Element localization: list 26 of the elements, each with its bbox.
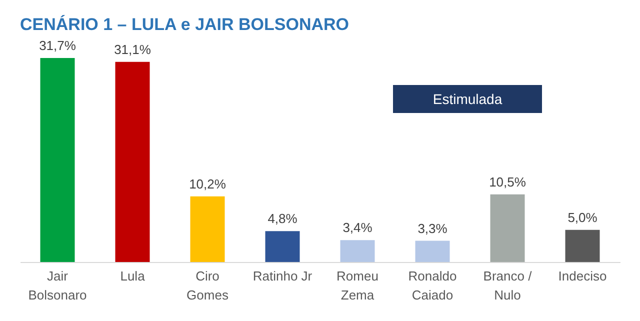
x-tick-label: Branco / Nulo	[483, 268, 532, 302]
bar	[565, 230, 600, 262]
data-label: 4,8%	[268, 211, 298, 226]
bar	[40, 58, 75, 262]
data-label: 3,3%	[418, 220, 448, 236]
chart-title: CENÁRIO 1 – LULA e JAIR BOLSONARO	[20, 14, 350, 34]
x-tick-label: Ratinho Jr	[252, 268, 313, 284]
bar	[340, 240, 375, 262]
x-tick-label: Indeciso	[558, 268, 607, 284]
bar	[265, 231, 300, 262]
label-box: Estimulada	[393, 85, 542, 113]
bar	[490, 194, 525, 262]
x-tick-label: Jair Bolsonaro	[28, 268, 87, 302]
data-label: 5,0%	[568, 210, 598, 225]
data-label: 3,4%	[342, 220, 373, 236]
x-tick-label: Lula	[120, 268, 146, 284]
x-tick-label: Romeu Zema	[336, 268, 378, 302]
bar	[415, 240, 450, 262]
data-label: 10,5%	[489, 174, 526, 190]
data-label: 31,7%	[39, 38, 76, 53]
x-tick-label: Ciro Gomes	[186, 268, 229, 302]
data-label: 31,1%	[114, 42, 152, 57]
data-label: 10,2%	[189, 176, 226, 192]
bar	[190, 196, 225, 262]
x-tick-label: Ronaldo Caiado	[408, 268, 457, 302]
bar	[115, 62, 150, 262]
